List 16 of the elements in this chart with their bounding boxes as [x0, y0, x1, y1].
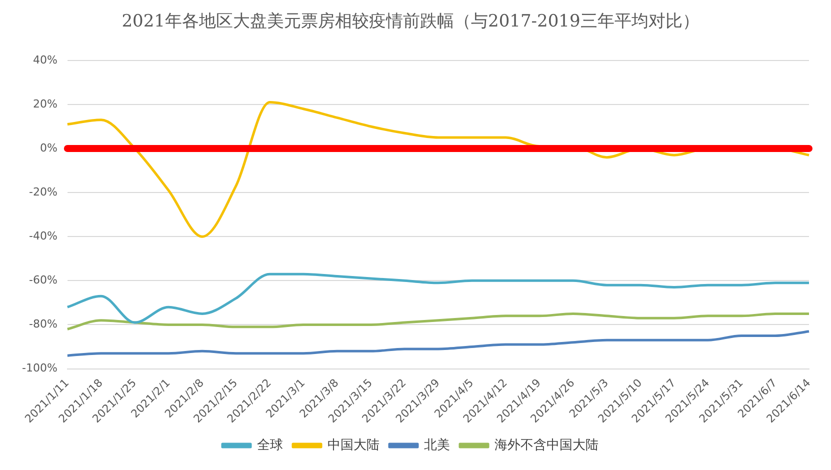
legend-label: 全球: [257, 438, 283, 453]
y-tick-label: -40%: [28, 229, 58, 242]
legend-label: 北美: [424, 436, 450, 453]
chart-title: 2021年各地区大盘美元票房相较疫情前跌幅（与2017-2019三年平均对比）: [122, 12, 700, 32]
y-tick-label: 20%: [32, 97, 58, 110]
y-tick-label: -100%: [22, 362, 58, 375]
line-series: [66, 272, 810, 324]
y-tick-label: -60%: [28, 274, 58, 287]
line-series: [66, 312, 810, 330]
y-tick-label: 0%: [40, 141, 58, 154]
y-tick-label: -20%: [28, 185, 58, 198]
legend-label: 中国大陆: [328, 438, 380, 453]
y-tick-label: 40%: [32, 53, 58, 66]
line-series: [66, 330, 810, 357]
y-tick-label: -80%: [28, 318, 58, 331]
legend-label: 海外不含中国大陆: [494, 438, 598, 453]
